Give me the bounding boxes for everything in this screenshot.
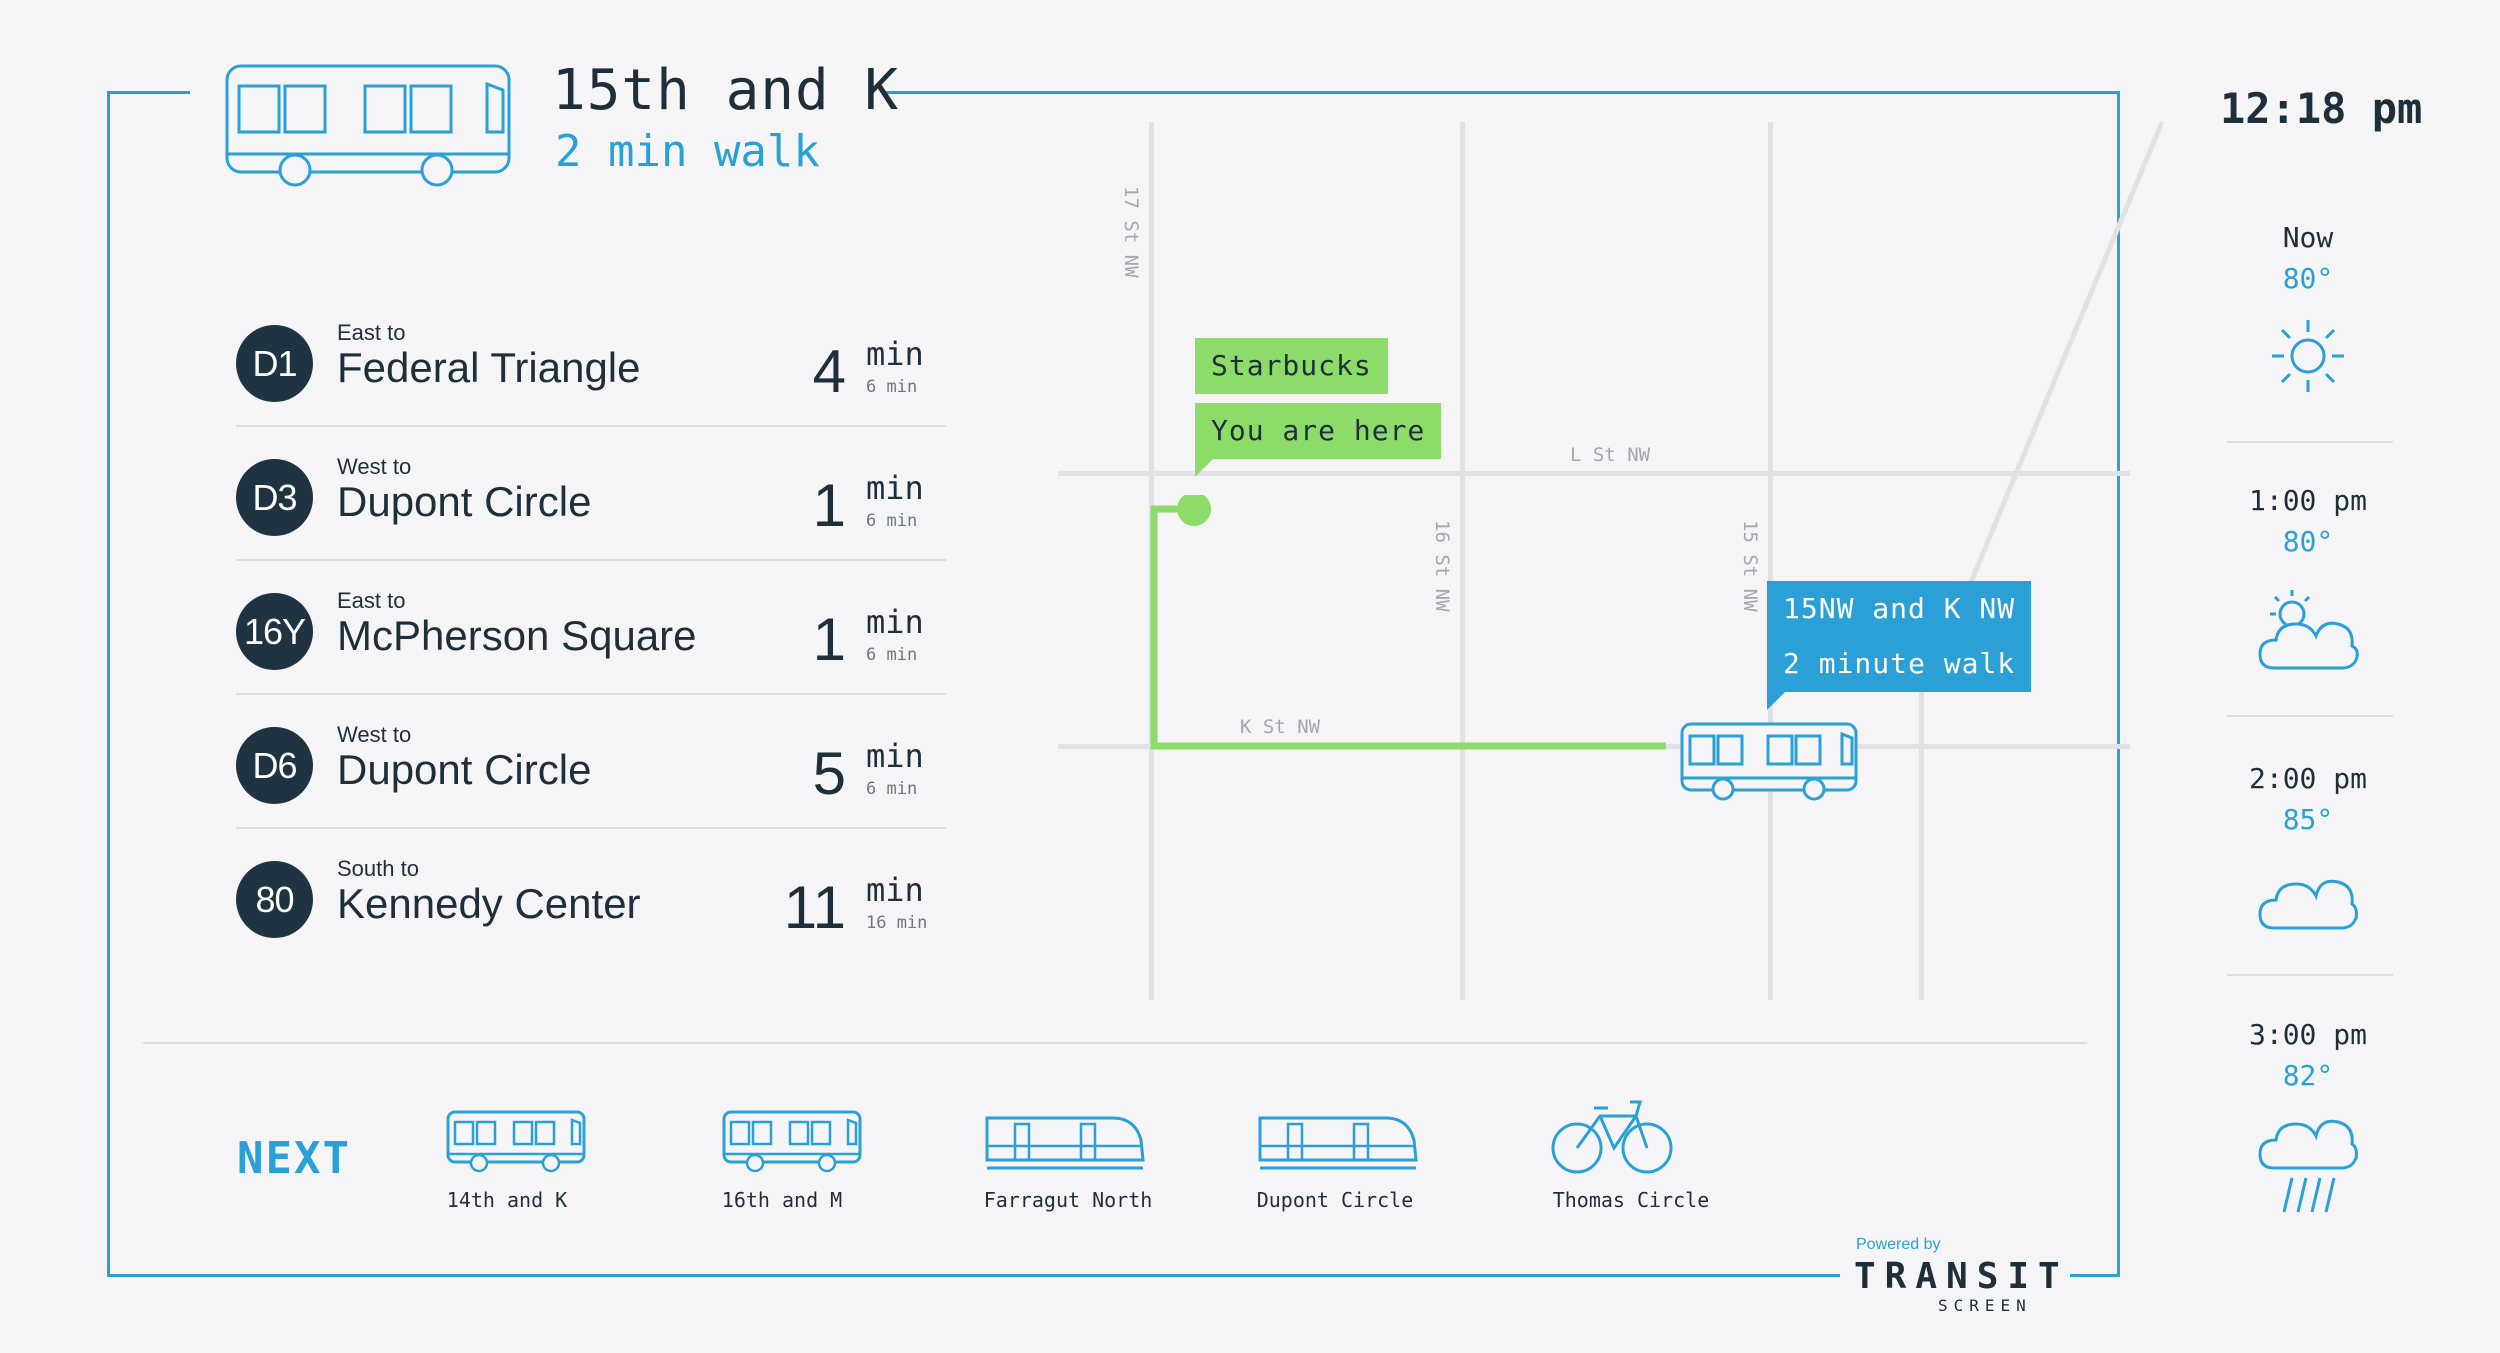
route-row[interactable]: 16Y East to McPherson Square 1 min 6 min [236,561,946,695]
diagonal-street [1963,121,2165,595]
weather-time: 2:00 pm [2248,762,2367,795]
route-badge: 80 [236,861,313,938]
weather-hour: 1:00 pm 80° [2228,484,2388,558]
bus-icon [225,64,511,187]
section-divider [143,1042,2087,1044]
next-item-label[interactable]: Thomas Circle [1552,1188,1710,1212]
dest-stop-label: 15NW and K NW [1767,581,2032,637]
powered-by-label: Powered by [1856,1236,1941,1253]
arrival-minutes: 5 [812,740,846,807]
walk-time: 2 min walk [555,126,820,177]
route-badge: D6 [236,727,313,804]
route-direction: East to [337,588,406,613]
route-destination: Kennedy Center [337,880,641,927]
weather-hour: 3:00 pm 82° [2228,1018,2388,1092]
partly-cloudy-icon [2258,590,2359,670]
route-badge: D3 [236,459,313,536]
arrival-minutes: 1 [812,472,846,539]
you-are-here-label: You are here [1195,403,1442,459]
weather-time: 3:00 pm [2248,1018,2367,1051]
next-arrival: 6 min [866,511,918,531]
bike-icon[interactable] [1550,1096,1675,1176]
street-15th [1768,122,1773,1000]
next-item-label[interactable]: 14th and K [446,1188,568,1212]
route-destination: McPherson Square [337,612,697,659]
screen-logo: SCREEN [1938,1296,2032,1315]
route-direction: West to [337,722,412,747]
next-arrival: 6 min [866,645,918,665]
street-label-l: L St NW [1570,444,1651,466]
arrival-minutes: 1 [812,606,846,673]
next-item-label[interactable]: 16th and M [721,1188,843,1212]
train-icon[interactable] [1258,1110,1420,1174]
cloud-icon [2258,879,2358,930]
route-destination: Dupont Circle [337,478,592,525]
route-row[interactable]: D6 West to Dupont Circle 5 min 6 min [236,695,946,829]
next-arrival: 6 min [866,377,918,397]
rain-icon [2258,1119,2358,1213]
walking-route [1150,495,1666,750]
next-item-label[interactable]: Dupont Circle [1256,1188,1414,1212]
screen-frame [107,91,2120,1277]
route-badge: D1 [236,325,313,402]
stop-name: 15th and K [552,58,900,123]
street-l [1058,471,2130,476]
weather-time: 1:00 pm [2248,484,2367,517]
next-arrival: 16 min [866,913,928,933]
train-icon[interactable] [985,1110,1147,1174]
weather-temp: 85° [2282,803,2334,836]
arrival-minutes: 11 [783,874,846,941]
arrival-minutes: 4 [812,338,846,405]
route-direction: East to [337,320,406,345]
origin-place-label: Starbucks [1195,338,1388,394]
sun-icon [2272,320,2344,392]
clock: 12:18 pm [2220,84,2423,133]
weather-time: Now [2282,221,2334,254]
next-item-label[interactable]: Farragut North [983,1188,1153,1212]
route-badge: 16Y [236,593,313,670]
route-direction: West to [337,454,412,479]
next-heading: NEXT [237,1133,351,1184]
arrival-unit: min [866,469,924,507]
bus-stop-icon [1680,722,1858,801]
route-row[interactable]: 80 South to Kennedy Center 11 min 16 min [236,829,946,963]
route-destination: Federal Triangle [337,344,641,391]
weather-now: Now 80° [2228,221,2388,295]
street-minor [1919,600,1924,1000]
weather-temp: 80° [2282,262,2334,295]
weather-temp: 80° [2282,525,2334,558]
street-16th [1460,122,1465,1000]
arrival-unit: min [866,871,924,909]
dest-walk-label: 2 minute walk [1767,636,2032,692]
street-label-15th: 15 St NW [1739,520,1761,612]
next-arrival: 6 min [866,779,918,799]
bus-icon[interactable] [722,1110,864,1174]
route-direction: South to [337,856,419,881]
weather-temp: 82° [2282,1059,2334,1092]
arrival-unit: min [866,737,924,775]
route-destination: Dupont Circle [337,746,592,793]
route-row[interactable]: D3 West to Dupont Circle 1 min 6 min [236,427,946,561]
route-row[interactable]: D1 East to Federal Triangle 4 min 6 min [236,293,946,427]
bus-icon[interactable] [446,1110,588,1174]
street-label-k: K St NW [1240,716,1321,738]
transit-logo: TRANSIT [1854,1256,2069,1297]
arrival-unit: min [866,335,924,373]
arrival-unit: min [866,603,924,641]
weather-hour: 2:00 pm 85° [2228,762,2388,836]
street-label-17th: 17 St NW [1120,186,1142,278]
